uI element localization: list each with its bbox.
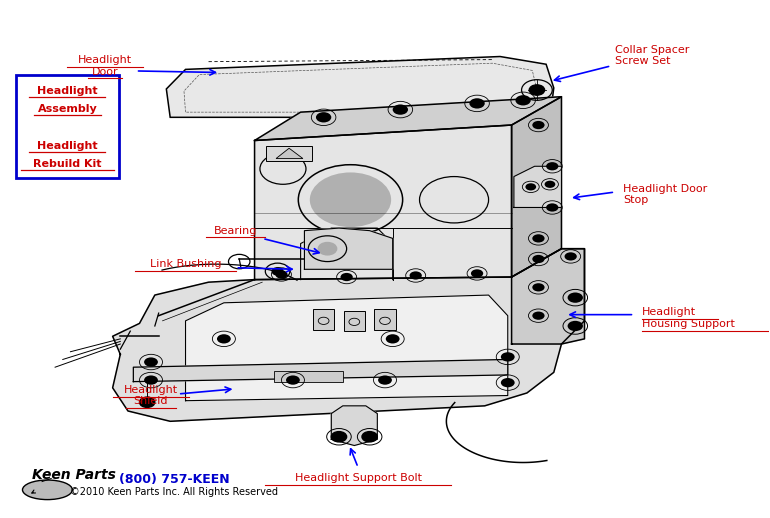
Text: Link Bushing: Link Bushing — [150, 259, 221, 269]
Polygon shape — [255, 125, 511, 280]
Text: Rebuild Kit: Rebuild Kit — [33, 159, 102, 169]
Text: Headlight
Door: Headlight Door — [78, 55, 132, 77]
Circle shape — [532, 234, 544, 242]
Polygon shape — [331, 406, 377, 445]
Text: Keen Parts: Keen Parts — [32, 468, 116, 482]
Text: Headlight
Housing Support: Headlight Housing Support — [642, 308, 735, 329]
Text: Headlight: Headlight — [37, 85, 98, 96]
Circle shape — [331, 431, 347, 442]
Circle shape — [144, 357, 158, 367]
Circle shape — [500, 352, 514, 362]
Polygon shape — [255, 97, 561, 140]
Polygon shape — [511, 249, 584, 344]
Circle shape — [273, 268, 283, 275]
FancyBboxPatch shape — [343, 310, 365, 330]
Circle shape — [340, 273, 353, 281]
Polygon shape — [112, 249, 584, 421]
FancyBboxPatch shape — [274, 371, 343, 382]
Circle shape — [546, 204, 558, 211]
Polygon shape — [166, 56, 554, 117]
Circle shape — [546, 162, 558, 170]
Text: ©2010 Keen Parts Inc. All Rights Reserved: ©2010 Keen Parts Inc. All Rights Reserve… — [70, 487, 278, 497]
Circle shape — [532, 311, 544, 320]
Circle shape — [532, 121, 544, 129]
Circle shape — [286, 376, 300, 385]
Circle shape — [567, 293, 583, 303]
Text: Headlight
Shield: Headlight Shield — [124, 385, 178, 406]
Polygon shape — [133, 359, 507, 382]
Circle shape — [500, 378, 514, 387]
Circle shape — [529, 85, 544, 95]
FancyBboxPatch shape — [16, 75, 119, 178]
Circle shape — [564, 252, 577, 261]
Text: Headlight Support Bolt: Headlight Support Bolt — [295, 473, 422, 483]
Polygon shape — [276, 148, 303, 159]
Text: Assembly: Assembly — [38, 104, 97, 114]
Circle shape — [410, 271, 422, 280]
Text: Headlight Door
Stop: Headlight Door Stop — [623, 184, 707, 206]
Circle shape — [217, 334, 231, 343]
Circle shape — [544, 181, 555, 188]
Circle shape — [276, 270, 287, 279]
Circle shape — [567, 321, 583, 331]
Polygon shape — [514, 166, 561, 208]
Circle shape — [515, 95, 531, 106]
Text: Collar Spacer
Screw Set: Collar Spacer Screw Set — [615, 45, 690, 66]
Polygon shape — [304, 228, 393, 269]
Circle shape — [393, 105, 408, 115]
Text: (800) 757-KEEN: (800) 757-KEEN — [119, 473, 229, 486]
Circle shape — [470, 98, 485, 109]
Circle shape — [316, 112, 331, 122]
Circle shape — [144, 376, 158, 385]
FancyBboxPatch shape — [313, 309, 334, 329]
Circle shape — [378, 376, 392, 385]
Circle shape — [471, 269, 484, 278]
Circle shape — [318, 242, 336, 255]
FancyBboxPatch shape — [266, 146, 312, 161]
Text: Headlight: Headlight — [37, 140, 98, 151]
Circle shape — [525, 183, 536, 191]
Circle shape — [310, 172, 391, 227]
FancyBboxPatch shape — [374, 309, 396, 329]
Circle shape — [139, 397, 155, 407]
Circle shape — [362, 431, 377, 442]
Ellipse shape — [22, 480, 72, 499]
Polygon shape — [186, 295, 507, 401]
Text: Bearing: Bearing — [214, 226, 257, 236]
Polygon shape — [511, 97, 561, 277]
Circle shape — [386, 334, 400, 343]
Circle shape — [532, 283, 544, 292]
Circle shape — [532, 255, 544, 263]
